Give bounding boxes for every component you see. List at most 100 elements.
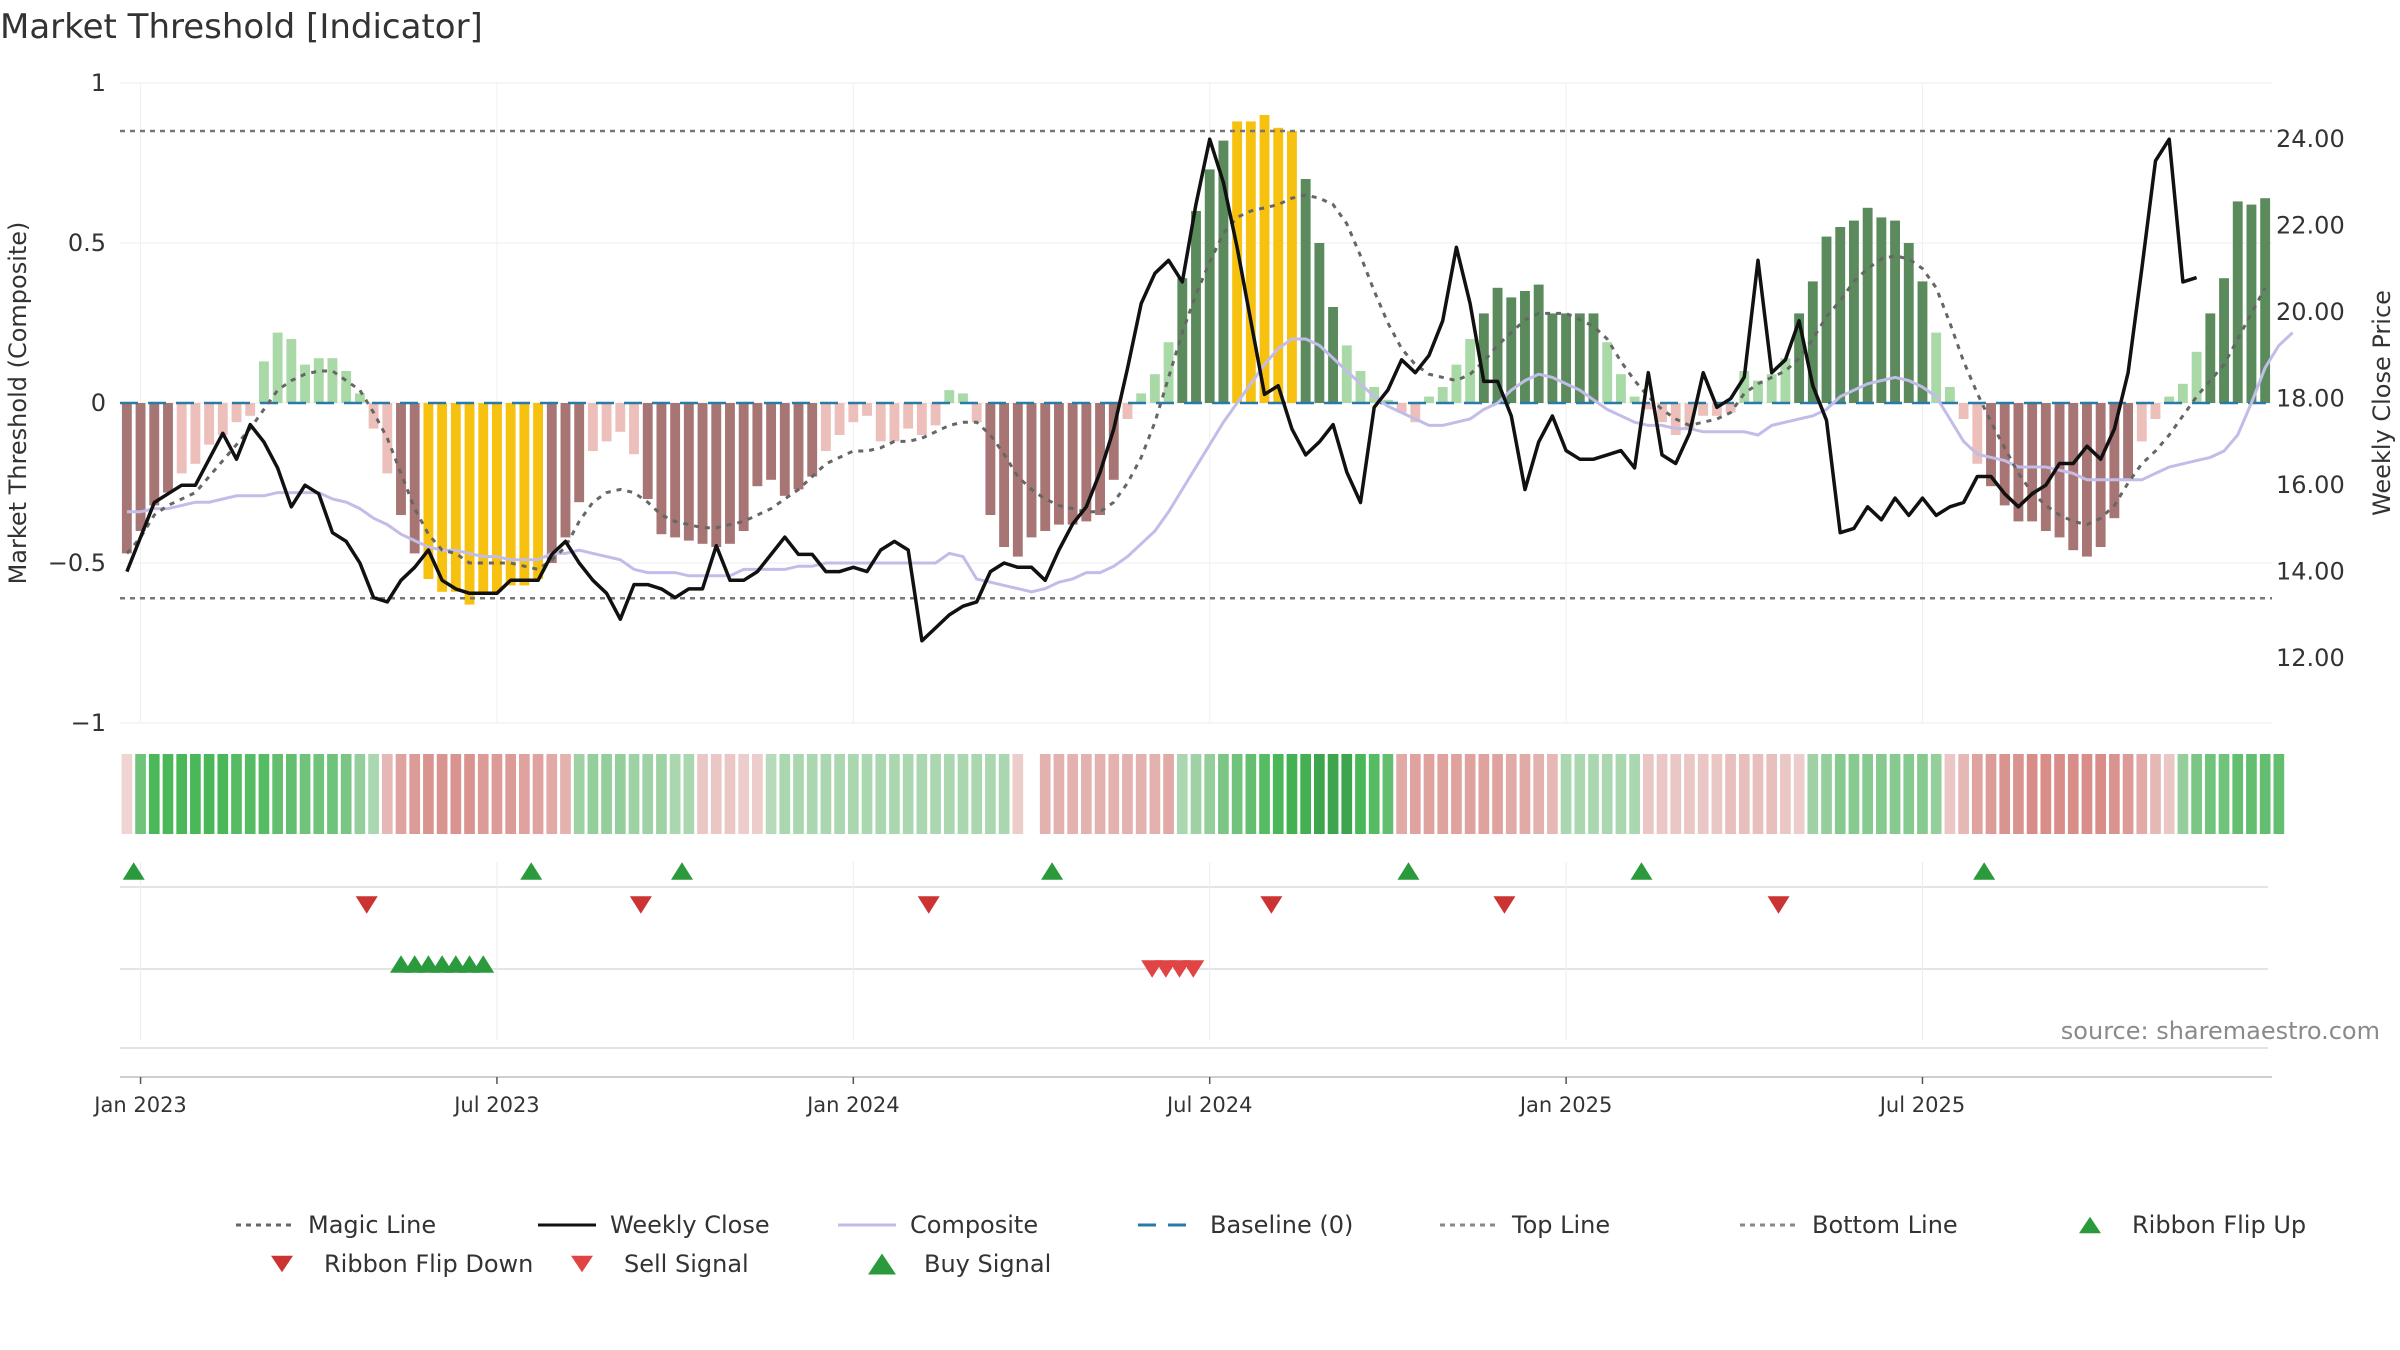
ribbon-cell [710, 754, 722, 834]
composite-bar [1026, 403, 1037, 538]
composite-bar [1876, 217, 1887, 403]
composite-bar [286, 339, 297, 403]
ribbon-cell [971, 754, 983, 834]
composite-bar [1149, 374, 1160, 403]
composite-bar [1520, 291, 1530, 403]
ribbon-flip-up-marker [520, 862, 543, 880]
composite-bars [121, 115, 2271, 605]
composite-bar [1040, 403, 1051, 531]
ribbon-cell [2040, 754, 2052, 834]
composite-bar [903, 403, 914, 429]
buy-signal-marker [472, 955, 495, 973]
composite-bar [779, 403, 790, 496]
ribbon-cell [1615, 754, 1627, 834]
composite-bar [1684, 403, 1695, 429]
ribbon-cell [1218, 754, 1229, 834]
ribbon-cell [477, 754, 489, 834]
ribbon-cell [916, 754, 928, 834]
ribbon-cell [793, 754, 804, 834]
ribbon-cell [258, 754, 270, 834]
ribbon-cell [409, 754, 421, 834]
ribbon-cell [519, 754, 530, 834]
ribbon-cell [1711, 754, 1723, 834]
ribbon-cell [2122, 754, 2134, 834]
ribbon-cell [121, 754, 133, 834]
ribbon-cell [889, 754, 900, 834]
composite-bar [1273, 127, 1284, 404]
ribbon-cell [1971, 754, 1983, 834]
composite-bar [327, 358, 338, 403]
ribbon-cell [1396, 754, 1407, 834]
legend-item-2: Composite [838, 1211, 1038, 1239]
composite-bar [1574, 313, 1585, 403]
legend-item-1: Weekly Close [538, 1211, 770, 1239]
composite-bar [1547, 313, 1558, 403]
composite-bar [889, 403, 900, 442]
ribbon-cell [532, 754, 544, 834]
ribbon-cell [1355, 754, 1366, 834]
ribbon-flip-up-marker [670, 862, 693, 880]
ribbon-cell [491, 754, 503, 834]
ribbon-cell [1519, 754, 1531, 834]
ribbon-flip-up-marker [1630, 862, 1653, 880]
composite-bar [1725, 403, 1736, 413]
composite-bar [766, 403, 777, 480]
composite-bar [163, 403, 173, 493]
composite-bar [670, 403, 681, 538]
x-tick-label: Jan 2024 [805, 1093, 900, 1117]
composite-bar [354, 393, 365, 403]
composite-bar [231, 403, 242, 423]
ribbon-cell [1341, 754, 1353, 834]
ribbon-cell [765, 754, 777, 834]
ribbon-cell [943, 754, 955, 834]
y2-tick-label: 12.00 [2276, 644, 2345, 672]
composite-bar [793, 403, 804, 490]
ribbon-cell [875, 754, 887, 834]
ribbon-cell [1547, 754, 1558, 834]
ribbon-cell [1286, 754, 1298, 834]
composite-bar [1232, 121, 1243, 404]
sell-signal-marker [1182, 960, 1205, 978]
source-note: source: sharemaestro.com [2061, 1017, 2380, 1045]
ribbon-cell [436, 754, 448, 834]
y-axis-label: Market Threshold (Composite) [4, 222, 32, 585]
ribbon-cell [327, 754, 338, 834]
ribbon-cell [1108, 754, 1120, 834]
ribbon-cell [1464, 754, 1476, 834]
composite-bar [1191, 211, 1201, 403]
ribbon-cell [2013, 754, 2024, 834]
composite-bar [519, 403, 530, 586]
composite-bar [1615, 374, 1626, 403]
composite-bar [2068, 403, 2079, 551]
composite-bar [1739, 371, 1750, 403]
composite-bar [135, 403, 146, 531]
composite-bar [1259, 115, 1270, 403]
ribbon-cell [340, 754, 352, 834]
ribbon-cell [148, 754, 160, 834]
composite-bar [1629, 396, 1640, 403]
legend-label: Baseline (0) [1210, 1211, 1353, 1239]
composite-bar [629, 403, 639, 455]
axes: 1 0.5 0 −0.5 −1 24.00 22.00 20.00 18.00 16.00 14.0… [4, 69, 2396, 737]
composite-bar [752, 403, 763, 487]
ribbon-cell [1958, 754, 1969, 834]
legend-marker [868, 1253, 896, 1275]
composite-bar [985, 403, 996, 515]
composite-bar [2232, 201, 2243, 403]
legend-marker [271, 1255, 293, 1273]
composite-bar [944, 390, 955, 403]
composite-bar [971, 403, 982, 423]
ribbon-cell [423, 754, 434, 834]
ribbon-cell [272, 754, 283, 834]
ribbon-cell [1437, 754, 1449, 834]
composite-bar [1177, 278, 1188, 403]
ribbon-flip-down-marker [355, 896, 378, 914]
composite-bar [368, 403, 379, 429]
ribbon-cell [1834, 754, 1846, 834]
composite-bar [1424, 396, 1434, 403]
composite-bar [533, 403, 543, 579]
composite-bar [1711, 403, 1722, 416]
ribbon-cell [1985, 754, 1997, 834]
ribbon-cell [1451, 754, 1462, 834]
